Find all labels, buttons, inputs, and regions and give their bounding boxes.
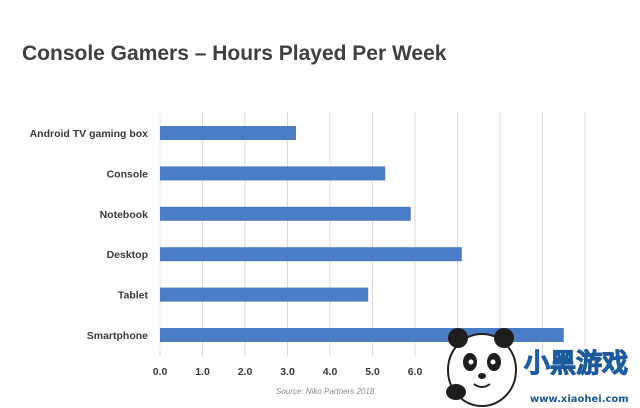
chart-title: Console Gamers – Hours Played Per Week	[22, 42, 447, 65]
x-tick-label: 2.0	[238, 366, 253, 378]
x-tick-labels: 0.0 1.0 2.0 3.0 4.0 5.0 6.0	[153, 366, 423, 378]
gridlines	[159, 112, 586, 356]
category-label: Notebook	[100, 209, 149, 221]
bar	[160, 206, 411, 221]
bar	[160, 247, 462, 262]
source-note: Source: Niko Partners 2018	[276, 387, 375, 396]
watermark-text: 小黑游戏	[524, 349, 628, 379]
category-label: Smartphone	[87, 330, 148, 342]
category-label: Android TV gaming box	[30, 128, 149, 140]
watermark-url: www.xiaohei.com	[530, 394, 629, 405]
x-tick-label: 3.0	[280, 366, 295, 378]
x-tick-label: 6.0	[408, 366, 423, 378]
x-tick-label: 5.0	[365, 366, 380, 378]
panda-mascot-icon	[446, 328, 517, 407]
x-tick-label: 1.0	[195, 366, 210, 378]
category-label: Desktop	[107, 249, 148, 261]
bar	[160, 287, 369, 302]
watermark-logo: 小黑游戏 www.xiaohei.com	[446, 328, 629, 407]
bar	[160, 166, 386, 181]
bar	[160, 126, 296, 140]
x-tick-label: 0.0	[153, 366, 168, 378]
category-label: Tablet	[118, 290, 149, 302]
bars	[160, 126, 564, 342]
x-tick-label: 4.0	[323, 366, 338, 378]
category-label: Console	[107, 168, 149, 180]
category-labels: Android TV gaming box Console Notebook Desk…	[30, 128, 149, 342]
